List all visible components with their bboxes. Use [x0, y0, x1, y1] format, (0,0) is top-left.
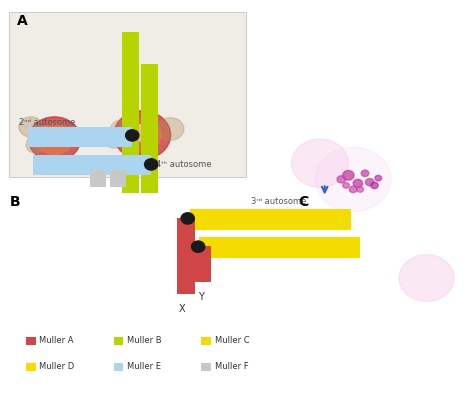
- Circle shape: [343, 183, 349, 188]
- Bar: [193, 246, 211, 282]
- Circle shape: [43, 130, 60, 144]
- Text: A: A: [17, 14, 27, 28]
- Circle shape: [343, 170, 354, 180]
- Bar: [26, 363, 36, 371]
- Bar: [141, 64, 157, 193]
- Circle shape: [36, 124, 73, 154]
- Circle shape: [114, 111, 171, 159]
- Circle shape: [28, 117, 81, 161]
- Circle shape: [353, 179, 363, 187]
- Circle shape: [399, 255, 454, 301]
- Bar: [201, 337, 211, 345]
- Circle shape: [26, 137, 45, 153]
- Circle shape: [371, 182, 378, 189]
- Bar: [110, 170, 126, 187]
- Circle shape: [361, 170, 369, 177]
- Text: Muller E: Muller E: [127, 362, 161, 371]
- Bar: [26, 337, 36, 345]
- Bar: [177, 218, 195, 294]
- Circle shape: [315, 147, 391, 212]
- Circle shape: [349, 186, 357, 193]
- Bar: [28, 127, 132, 147]
- Bar: [114, 363, 123, 371]
- Circle shape: [191, 241, 205, 252]
- Circle shape: [126, 130, 139, 141]
- Text: B: B: [9, 195, 20, 210]
- Text: X: X: [179, 304, 186, 314]
- Circle shape: [105, 134, 122, 148]
- Circle shape: [157, 118, 184, 140]
- Circle shape: [365, 179, 374, 186]
- Bar: [9, 12, 246, 177]
- Circle shape: [145, 159, 158, 170]
- Text: Muller C: Muller C: [215, 336, 249, 345]
- Circle shape: [123, 119, 161, 151]
- Text: Muller B: Muller B: [127, 336, 162, 345]
- Text: C: C: [299, 195, 309, 210]
- Text: Muller F: Muller F: [215, 362, 248, 371]
- Text: 4ᵗʰ autosome: 4ᵗʰ autosome: [156, 160, 212, 169]
- Circle shape: [357, 187, 364, 192]
- Bar: [90, 170, 106, 187]
- Circle shape: [337, 176, 346, 183]
- Text: Y: Y: [198, 292, 204, 302]
- Bar: [190, 209, 351, 230]
- Circle shape: [19, 117, 43, 137]
- Circle shape: [375, 175, 382, 181]
- Bar: [199, 237, 360, 258]
- Text: Muller A: Muller A: [39, 336, 74, 345]
- Circle shape: [110, 120, 131, 138]
- Circle shape: [65, 130, 82, 144]
- Text: 3ʳᵈ autosome: 3ʳᵈ autosome: [251, 197, 307, 206]
- Bar: [33, 155, 151, 175]
- Bar: [114, 337, 123, 345]
- Bar: [201, 363, 211, 371]
- Bar: [122, 32, 138, 193]
- Circle shape: [181, 213, 194, 224]
- Text: Muller D: Muller D: [39, 362, 74, 371]
- Circle shape: [292, 139, 348, 187]
- Circle shape: [129, 125, 148, 141]
- Text: 2ⁿᵈ autosome: 2ⁿᵈ autosome: [19, 118, 75, 127]
